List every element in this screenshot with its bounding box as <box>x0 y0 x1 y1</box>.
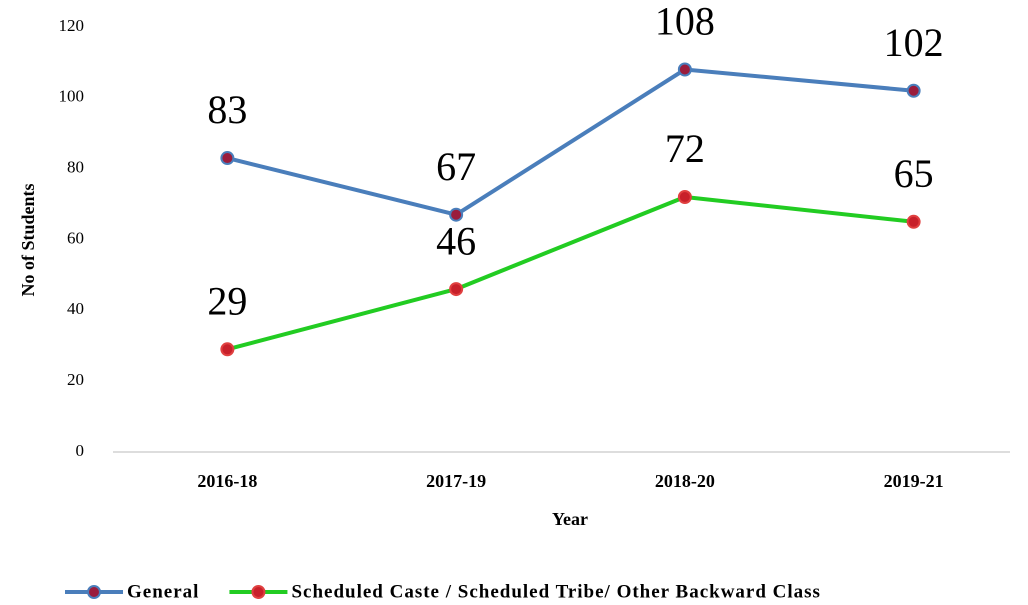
series-line <box>226 195 914 352</box>
data-label: 83 <box>207 87 247 132</box>
data-point <box>220 151 235 166</box>
y-axis-title: No of Students <box>18 183 38 296</box>
series-line <box>226 67 914 217</box>
legend-marker <box>87 585 101 599</box>
y-tick-label: 100 <box>59 87 85 106</box>
x-tick-label: 2019-21 <box>884 471 944 491</box>
legend-label: Scheduled Caste / Scheduled Tribe/ Other… <box>291 581 821 602</box>
legend-label: General <box>127 581 199 602</box>
data-label: 65 <box>894 151 934 196</box>
data-label: 108 <box>655 0 715 44</box>
data-point <box>449 282 464 297</box>
legend-marker <box>251 585 266 599</box>
y-tick-label: 0 <box>76 441 85 460</box>
x-tick-label: 2016-18 <box>197 471 257 491</box>
data-label: 46 <box>436 218 476 263</box>
x-tick-label: 2018-20 <box>655 471 715 491</box>
data-point <box>220 342 235 357</box>
data-label: 102 <box>884 20 944 65</box>
y-tick-label: 20 <box>67 370 84 389</box>
data-label: 29 <box>207 278 247 323</box>
data-point <box>677 62 692 77</box>
x-axis-title: Year <box>552 509 588 529</box>
data-point <box>906 214 921 229</box>
data-point <box>906 83 921 98</box>
y-tick-label: 120 <box>59 16 85 35</box>
y-tick-label: 60 <box>67 228 84 247</box>
y-tick-label: 80 <box>67 158 84 177</box>
data-label: 72 <box>665 126 705 171</box>
y-tick-label: 40 <box>67 299 84 318</box>
data-point <box>677 190 692 204</box>
data-label: 67 <box>436 144 476 189</box>
data-point <box>449 207 464 222</box>
x-tick-label: 2017-19 <box>426 471 486 491</box>
